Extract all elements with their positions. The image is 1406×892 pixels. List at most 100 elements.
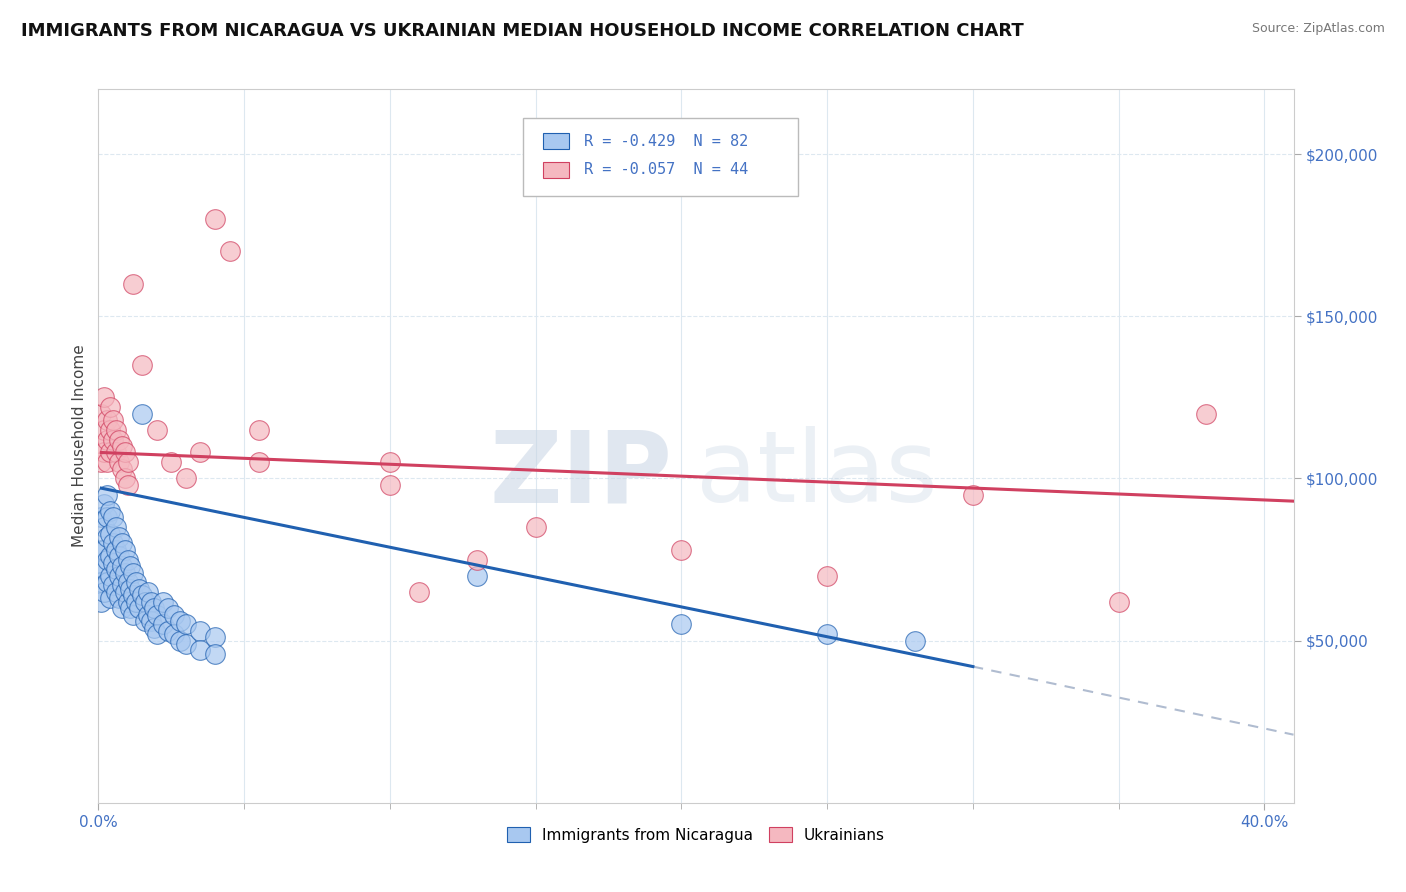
Point <box>174 471 197 485</box>
Point <box>408 585 430 599</box>
Point <box>93 562 115 576</box>
Point <box>98 423 121 437</box>
Text: IMMIGRANTS FROM NICARAGUA VS UKRAINIAN MEDIAN HOUSEHOLD INCOME CORRELATION CHART: IMMIGRANTS FROM NICARAGUA VS UKRAINIAN M… <box>21 22 1024 40</box>
Point <box>96 455 118 469</box>
Point <box>139 614 162 628</box>
Point <box>111 536 134 550</box>
Point <box>1108 595 1130 609</box>
Bar <box>543 162 569 178</box>
Point <box>108 455 131 469</box>
Point <box>93 497 115 511</box>
Point <box>378 455 401 469</box>
Point <box>145 423 167 437</box>
Point <box>101 536 124 550</box>
Point <box>101 556 124 570</box>
Point <box>1195 407 1218 421</box>
Point <box>111 461 134 475</box>
Point <box>671 617 693 632</box>
Point <box>125 595 148 609</box>
Point <box>98 526 121 541</box>
Point <box>90 542 112 557</box>
Point <box>152 595 174 609</box>
Point <box>136 607 159 622</box>
Point <box>117 552 139 566</box>
Point <box>90 595 112 609</box>
Point <box>108 530 131 544</box>
Point <box>96 530 118 544</box>
Point <box>98 504 121 518</box>
Point <box>104 542 127 557</box>
Point <box>218 244 240 259</box>
Point <box>93 423 115 437</box>
Point <box>190 445 212 459</box>
Point <box>163 607 186 622</box>
Point <box>111 578 134 592</box>
Point <box>111 439 134 453</box>
Point <box>114 585 136 599</box>
Point <box>204 647 226 661</box>
Point <box>815 568 838 582</box>
Text: ZIP: ZIP <box>489 426 672 523</box>
FancyBboxPatch shape <box>523 118 797 196</box>
Point <box>96 552 118 566</box>
Point <box>98 591 121 606</box>
Point <box>122 588 145 602</box>
Point <box>467 552 489 566</box>
Point <box>108 433 131 447</box>
Point <box>204 211 226 226</box>
Point <box>104 445 127 459</box>
Point <box>142 601 165 615</box>
Point <box>136 585 159 599</box>
Point <box>96 413 118 427</box>
Point <box>524 520 547 534</box>
Text: atlas: atlas <box>696 426 938 523</box>
Point <box>163 627 186 641</box>
Point <box>122 277 145 291</box>
Point <box>108 591 131 606</box>
Legend: Immigrants from Nicaragua, Ukrainians: Immigrants from Nicaragua, Ukrainians <box>501 821 891 848</box>
Point <box>190 643 212 657</box>
Point <box>98 400 121 414</box>
Point <box>131 588 153 602</box>
Point <box>157 624 180 638</box>
Point <box>139 595 162 609</box>
Point <box>120 601 142 615</box>
Point <box>101 578 124 592</box>
Point <box>98 568 121 582</box>
Point <box>247 423 270 437</box>
Point <box>145 607 167 622</box>
Point <box>131 358 153 372</box>
Point <box>117 478 139 492</box>
Point <box>467 568 489 582</box>
Point <box>101 413 124 427</box>
Point <box>117 575 139 590</box>
Point <box>125 575 148 590</box>
Point <box>96 575 118 590</box>
Point <box>93 542 115 557</box>
Point <box>90 562 112 576</box>
Point <box>108 568 131 582</box>
Point <box>96 510 118 524</box>
Point <box>90 455 112 469</box>
Point <box>114 542 136 557</box>
Point <box>671 542 693 557</box>
Point <box>903 633 925 648</box>
Point <box>93 445 115 459</box>
Text: Source: ZipAtlas.com: Source: ZipAtlas.com <box>1251 22 1385 36</box>
Point <box>98 445 121 459</box>
Point <box>104 520 127 534</box>
Point <box>104 423 127 437</box>
Point <box>128 582 150 596</box>
Point <box>90 439 112 453</box>
Point <box>90 407 112 421</box>
Point <box>114 471 136 485</box>
Point <box>90 510 112 524</box>
Point <box>134 614 156 628</box>
Text: R = -0.429  N = 82: R = -0.429 N = 82 <box>583 134 748 149</box>
Point <box>378 478 401 492</box>
Point <box>815 627 838 641</box>
Point <box>142 621 165 635</box>
Point <box>101 433 124 447</box>
Point <box>93 585 115 599</box>
Point <box>169 614 191 628</box>
